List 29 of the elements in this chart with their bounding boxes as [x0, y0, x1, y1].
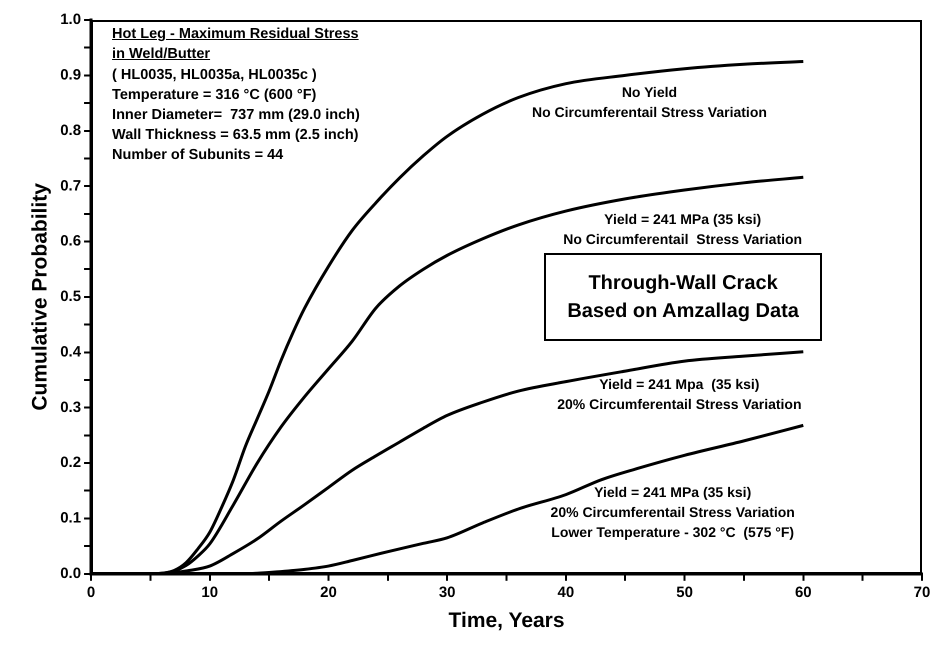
y-tick-label: 0.0: [60, 564, 82, 582]
annotation: Yield = 241 Mpa (35 ksi) 20% Circumferentail Stress Variation: [557, 375, 802, 414]
x-axis-title: Time, Years: [448, 609, 565, 632]
text-box: Through-Wall Crack Based on Amzallag Data: [544, 252, 822, 341]
x-tick-label: 70: [914, 584, 930, 601]
annotation: Through-Wall Crack Based on Amzallag Data: [567, 272, 799, 322]
y-tick-label: 0.9: [60, 66, 82, 84]
annotation: Hot Leg - Maximum Residual Stress in Weld/Butter: [112, 25, 359, 64]
y-tick-label: 1.0: [60, 11, 82, 28]
x-tick-label: 20: [320, 584, 337, 601]
y-tick-label: 0.8: [60, 122, 82, 139]
x-tick-label: 0: [86, 584, 96, 601]
annotation: Yield = 241 MPa (35 ksi) No Circumferentail Stress Variation: [563, 210, 802, 250]
annotation: No Yield No Circumferentail Stress Variation: [532, 83, 767, 122]
x-tick-label: 40: [558, 584, 574, 601]
y-tick-label: 0.2: [60, 454, 82, 472]
annotation: ( HL0035, HL0035a, HL0035c ) Temperature = 316 °C (600 °F) Inner Diameter= 737 mm (29.0 inch) Wall Thickness = 63.5 mm (2.5 inch) Number of Subunits = 44: [112, 66, 360, 165]
x-tick-label: 10: [201, 584, 218, 601]
y-tick-label: 0.3: [60, 398, 82, 416]
x-tick-label: 60: [794, 584, 812, 601]
x-tick-label: 50: [676, 584, 693, 601]
y-tick-label: 0.6: [60, 232, 82, 250]
y-axis-title: Cumulative Probability: [28, 182, 52, 411]
y-tick-label: 0.1: [60, 510, 82, 527]
annotation: Yield = 241 MPa (35 ksi) 20% Circumferentail Stress Variation Lower Temperature - 302 °C (575 °F): [550, 482, 795, 542]
x-tick-label: 30: [438, 584, 456, 601]
y-tick-label: 0.5: [60, 288, 82, 306]
y-tick-label: 0.7: [60, 177, 82, 194]
y-tick-label: 0.4: [60, 343, 82, 360]
